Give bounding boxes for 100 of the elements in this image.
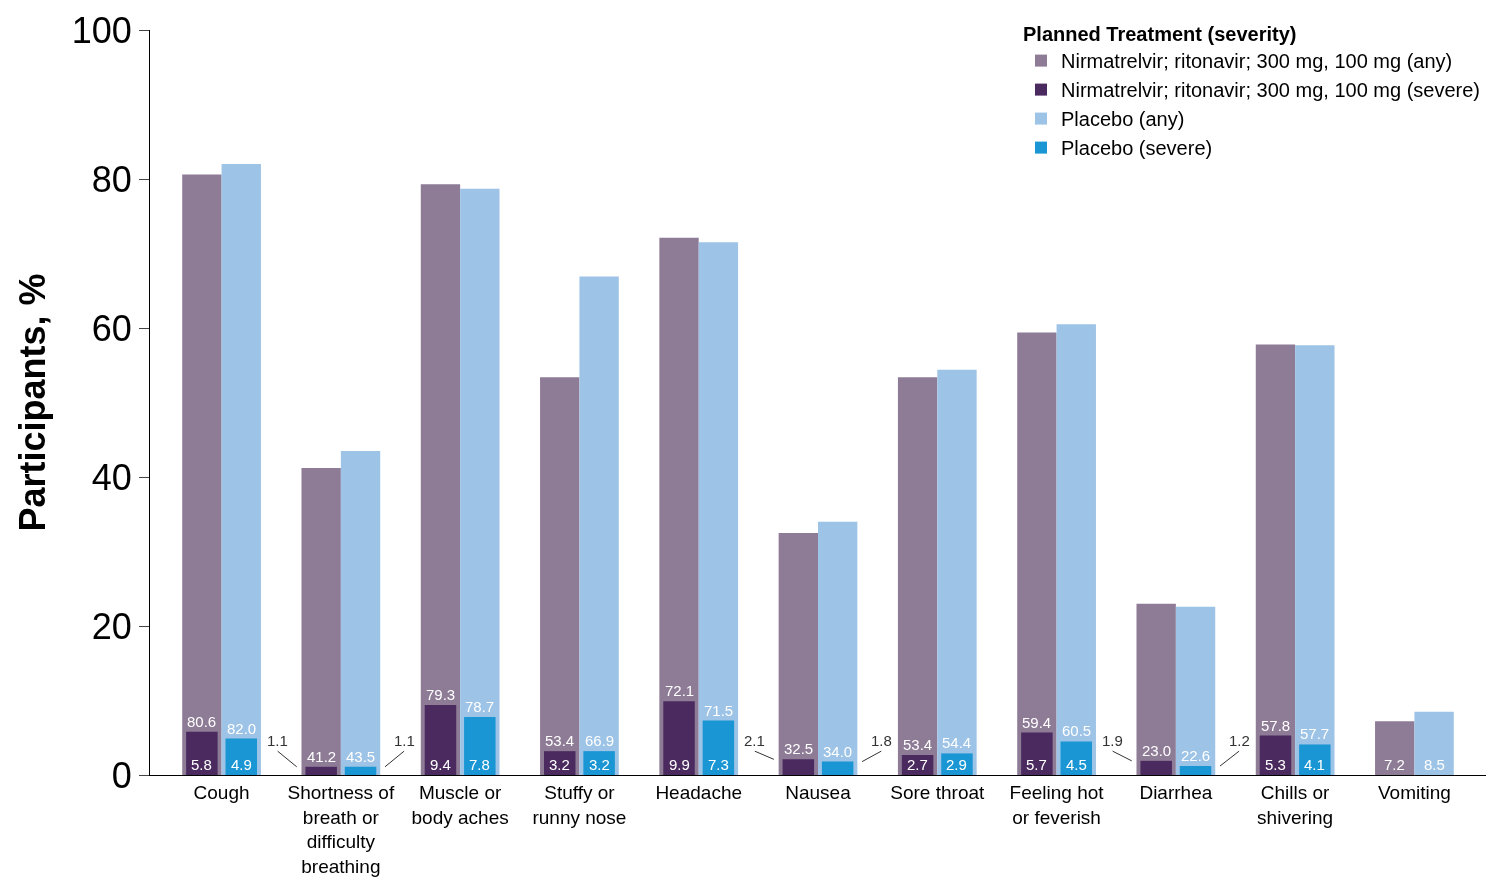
- bar: [1017, 332, 1057, 775]
- bar: [464, 716, 496, 775]
- y-tick-label: 20: [91, 605, 132, 647]
- legend-title: Planned Treatment (severity): [1023, 23, 1297, 46]
- bar: [186, 731, 218, 775]
- data-label: 4.5: [1066, 756, 1087, 773]
- data-label: 4.9: [231, 756, 252, 773]
- bar: [1414, 711, 1454, 775]
- x-tick-label: Sore throat: [890, 781, 986, 803]
- data-label: 57.8: [1261, 717, 1291, 734]
- bar: [663, 701, 695, 775]
- data-label: 57.7: [1300, 725, 1330, 742]
- data-label: 43.5: [346, 748, 376, 765]
- legend-label: Placebo (severe): [1061, 137, 1213, 160]
- data-label: 3.2: [549, 756, 570, 773]
- bar: [1056, 324, 1096, 775]
- bar: [782, 759, 815, 775]
- data-label: 80.6: [187, 713, 217, 730]
- data-label: 2.7: [907, 756, 928, 773]
- bar: [579, 276, 619, 775]
- data-label: 1.1: [267, 732, 288, 749]
- bar: [1255, 344, 1296, 775]
- x-tick-label: Chills or shivering: [1257, 781, 1334, 828]
- bar: [821, 761, 854, 775]
- x-tick-label: Cough: [193, 781, 250, 803]
- y-tick-label: 0: [111, 754, 132, 796]
- data-label: 71.5: [704, 702, 734, 719]
- data-label: 1.9: [1102, 732, 1123, 749]
- bar: [340, 450, 381, 775]
- y-tick-label: 100: [71, 9, 132, 51]
- bar: [1021, 732, 1053, 775]
- data-label: 1.8: [871, 732, 892, 749]
- data-label: 60.5: [1062, 722, 1092, 739]
- y-tick-label: 60: [91, 307, 132, 349]
- data-label: 2.9: [946, 756, 967, 773]
- y-tick-label: 80: [91, 158, 132, 200]
- data-label: 22.6: [1181, 747, 1211, 764]
- data-label: 78.7: [465, 698, 495, 715]
- x-tick-label: Nausea: [785, 781, 852, 803]
- data-label: 7.8: [469, 756, 490, 773]
- bar: [818, 521, 858, 775]
- bar: [1060, 741, 1092, 775]
- bar: [221, 164, 261, 775]
- x-tick-label: Headache: [655, 781, 743, 803]
- legend-label: Placebo (any): [1061, 108, 1185, 131]
- data-label: 1.1: [394, 732, 415, 749]
- bar: [1375, 721, 1415, 775]
- data-label: 72.1: [665, 682, 695, 699]
- bar: [344, 766, 377, 775]
- data-label: 3.2: [589, 756, 610, 773]
- y-tick-label: 40: [91, 456, 132, 498]
- x-tick-label: Diarrhea: [1139, 781, 1213, 803]
- bar: [460, 188, 500, 775]
- y-axis-title: Participants, %: [11, 273, 53, 532]
- bar: [897, 377, 938, 775]
- x-tick-label: Shortness of breath or difficulty breathing: [287, 781, 395, 877]
- bar: [778, 532, 818, 775]
- bar: [540, 377, 580, 775]
- legend-label: Nirmatrelvir; ritonavir; 300 mg, 100 mg (any): [1061, 50, 1453, 73]
- x-tick-label: Muscle or body aches: [411, 781, 509, 828]
- x-tick-label: Stuffy or runny nose: [532, 781, 627, 828]
- data-label: 79.3: [426, 686, 456, 703]
- data-label: 66.9: [585, 732, 615, 749]
- bar: [182, 174, 222, 775]
- bar: [1136, 603, 1176, 775]
- bar: [698, 242, 739, 775]
- data-label: 4.1: [1304, 756, 1325, 773]
- bar: [937, 369, 977, 775]
- data-label: 53.4: [545, 732, 575, 749]
- data-label: 9.4: [430, 756, 451, 773]
- data-label: 8.5: [1424, 756, 1445, 773]
- bar: [1140, 760, 1172, 775]
- data-label: 7.2: [1384, 756, 1405, 773]
- x-tick-label: Feeling hot or feverish: [1009, 781, 1105, 828]
- data-label: 23.0: [1142, 742, 1172, 759]
- data-label: 82.0: [227, 720, 257, 737]
- data-label: 5.7: [1026, 756, 1047, 773]
- legend-label: Nirmatrelvir; ritonavir; 300 mg, 100 mg (severe): [1061, 79, 1481, 102]
- data-label: 7.3: [708, 756, 729, 773]
- data-label: 5.8: [191, 756, 212, 773]
- bar: [301, 468, 341, 775]
- bar: [1299, 744, 1331, 775]
- bar: [1179, 766, 1212, 775]
- data-label: 59.4: [1022, 714, 1052, 731]
- data-label: 32.5: [784, 740, 814, 757]
- data-label: 1.2: [1229, 732, 1250, 749]
- data-label: 34.0: [823, 743, 853, 760]
- x-tick-label: Vomiting: [1377, 781, 1451, 803]
- data-label: 54.4: [942, 734, 972, 751]
- data-label: 5.3: [1265, 756, 1286, 773]
- data-label: 41.2: [307, 748, 337, 765]
- bar: [1175, 606, 1216, 775]
- bar: [424, 704, 457, 775]
- bar: [305, 766, 337, 775]
- data-label: 53.4: [903, 736, 933, 753]
- bar: [702, 720, 735, 775]
- bar: [420, 184, 461, 775]
- data-label: 9.9: [669, 756, 690, 773]
- data-label: 2.1: [744, 732, 765, 749]
- bar: [1295, 345, 1335, 775]
